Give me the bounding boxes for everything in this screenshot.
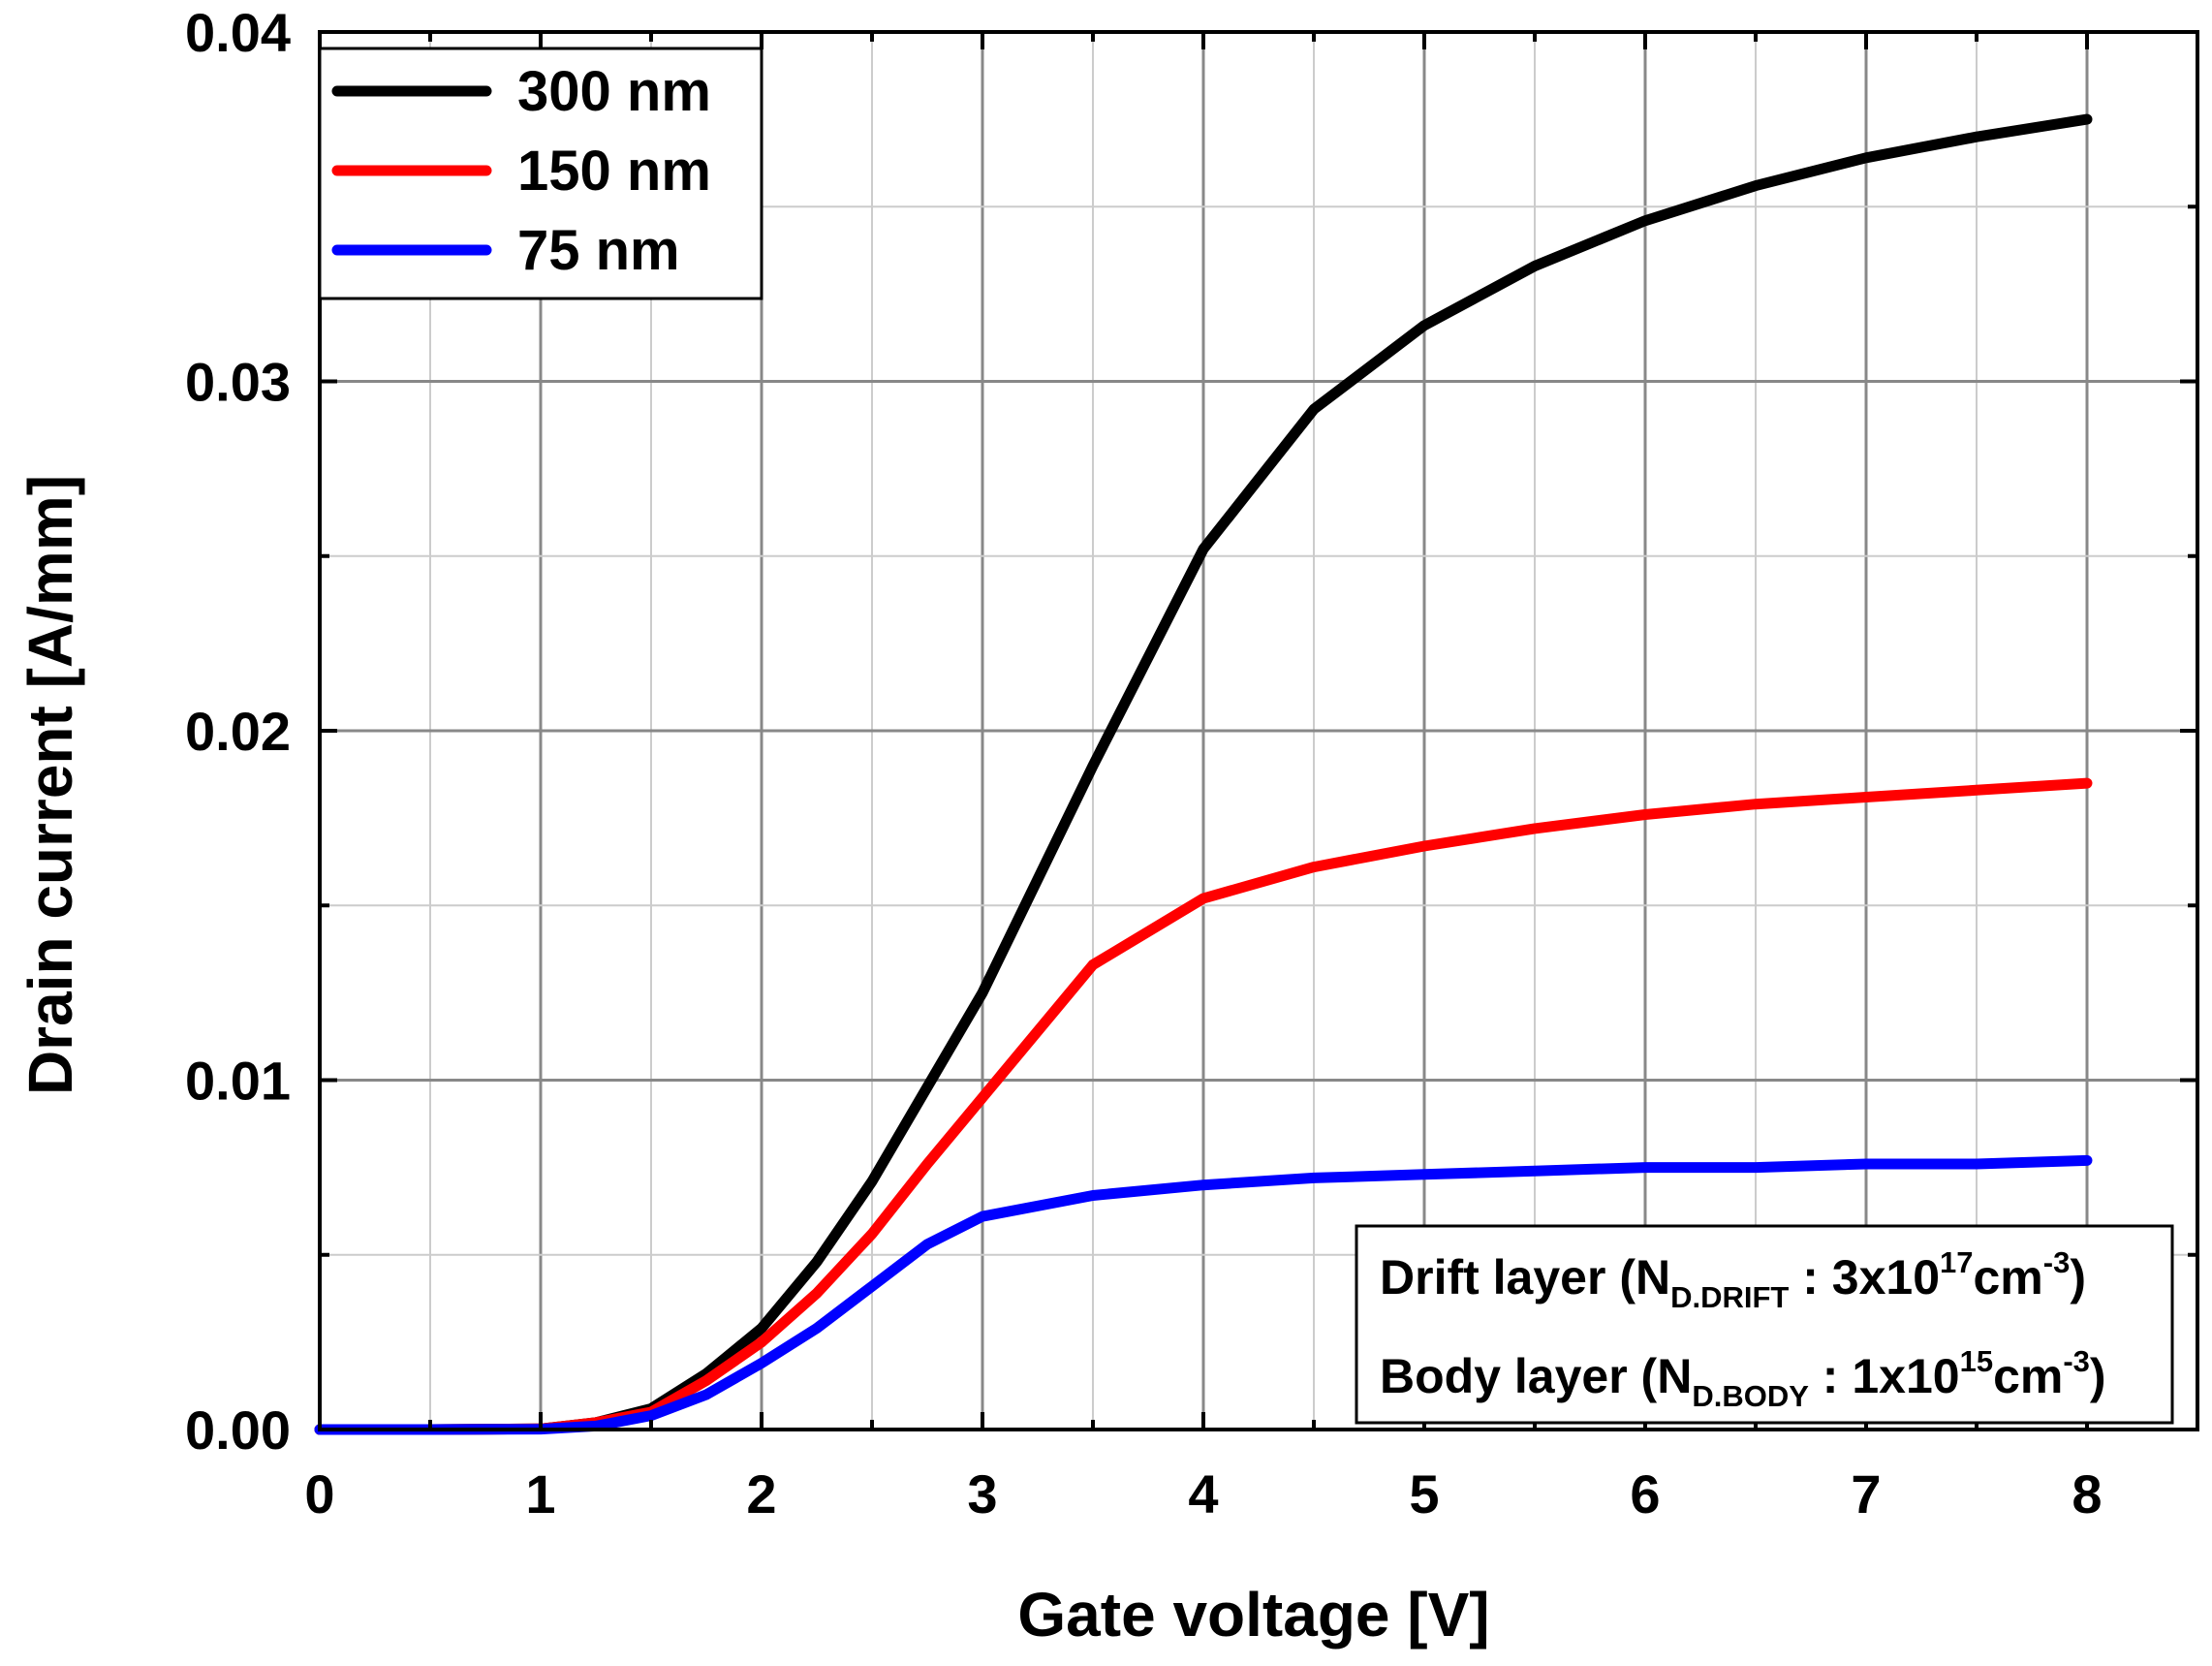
x-tick-label: 7	[1851, 1463, 1881, 1525]
annotation-drift-layer: Drift layer (ND.DRIFT : 3x1017cm-3)	[1380, 1245, 2086, 1314]
y-tick-label: 0.04	[185, 2, 291, 63]
x-axis-title: Gate voltage [V]	[1017, 1580, 1489, 1650]
annotation-box	[1355, 1224, 2174, 1425]
x-tick-label: 5	[1409, 1463, 1439, 1525]
x-tick-label: 4	[1188, 1463, 1218, 1525]
y-tick-label: 0.02	[185, 701, 291, 762]
annotation-body-layer: Body layer (ND.BODY : 1x1015cm-3)	[1380, 1344, 2106, 1413]
x-tick-label: 8	[2072, 1463, 2102, 1525]
y-tick-label: 0.00	[185, 1399, 291, 1461]
x-tick-label: 0	[304, 1463, 334, 1525]
y-tick-label: 0.03	[185, 352, 291, 413]
y-tick-label: 0.01	[185, 1051, 291, 1112]
y-axis-title: Drain current [A/mm]	[16, 475, 85, 1095]
x-tick-label: 1	[525, 1463, 555, 1525]
axis-ticks	[318, 30, 2199, 1431]
x-tick-label: 6	[1630, 1463, 1660, 1525]
legend: 300 nm 150 nm 75 nm	[318, 47, 763, 300]
doping-annotation-box: Drift layer (ND.DRIFT : 3x1017cm-3) Body…	[1355, 1224, 2174, 1425]
legend-label-1: 300 nm	[517, 60, 711, 123]
y-tick-labels: 0.00 0.01 0.02 0.03 0.04	[185, 2, 291, 1461]
x-tick-label: 2	[746, 1463, 776, 1525]
x-tick-label: 3	[967, 1463, 997, 1525]
x-tick-labels: 0 1 2 3 4 5 6 7 8	[304, 1463, 2102, 1525]
legend-label-3: 75 nm	[517, 219, 680, 282]
series-line-3	[314, 1154, 2093, 1435]
legend-label-2: 150 nm	[517, 140, 711, 203]
series-lines	[314, 113, 2093, 1435]
